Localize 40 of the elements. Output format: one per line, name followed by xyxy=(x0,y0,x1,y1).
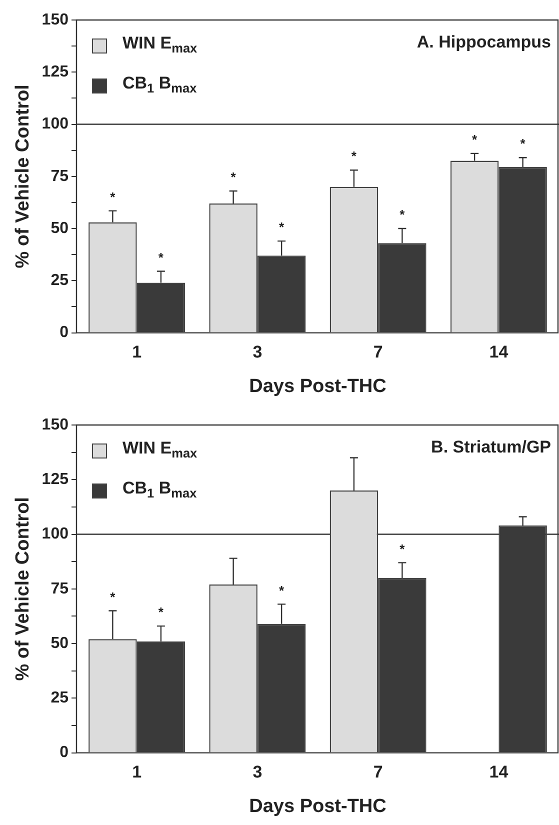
data-label: * xyxy=(400,207,406,222)
y-tick-label: 125 xyxy=(42,471,69,488)
x-tick-label: 7 xyxy=(373,342,383,362)
y-tick-label: 75 xyxy=(50,580,69,598)
text: B. Striatum/GP xyxy=(431,438,552,457)
y-tick-label: 25 xyxy=(50,272,69,290)
y-tick-label: 0 xyxy=(60,744,69,762)
y-tick-label: 50 xyxy=(50,220,69,237)
data-label: * xyxy=(158,250,164,265)
y-tick-label: 125 xyxy=(42,64,69,81)
data-label: * xyxy=(279,220,286,235)
data-label: * xyxy=(520,136,526,152)
y-tick-label: 50 xyxy=(50,634,69,652)
x-tick-label: 14 xyxy=(489,762,509,782)
y-axis-title: % of Vehicle Control xyxy=(12,84,34,268)
data-label: * xyxy=(400,541,406,556)
x-tick-label: 1 xyxy=(132,762,142,782)
y-tick-label: 0 xyxy=(60,324,69,342)
data-label: * xyxy=(472,132,478,148)
x-axis-title: Days Post-THC xyxy=(249,796,387,817)
data-label: * xyxy=(158,604,164,620)
y-tick-label: 75 xyxy=(50,168,69,185)
y-tick-label: 100 xyxy=(42,526,69,543)
y-tick-label: 150 xyxy=(42,11,69,28)
text: A. Hippocampus xyxy=(416,32,551,52)
x-tick-label: 1 xyxy=(132,342,142,362)
x-axis-title: Days Post-THC xyxy=(249,376,387,397)
x-tick-label: 7 xyxy=(373,762,383,782)
data-label: * xyxy=(279,582,286,598)
x-tick-label: 3 xyxy=(252,342,262,362)
data-label: * xyxy=(110,189,116,204)
y-tick-label: 100 xyxy=(42,116,69,133)
y-tick-label: 150 xyxy=(42,416,69,434)
x-tick-label: 3 xyxy=(252,762,262,782)
x-tick-label: 14 xyxy=(489,342,509,362)
data-label: * xyxy=(110,589,116,604)
data-label: * xyxy=(351,148,358,164)
data-label: * xyxy=(230,170,237,185)
y-tick-label: 25 xyxy=(50,690,69,707)
y-axis-title: % of Vehicle Control xyxy=(12,497,34,681)
